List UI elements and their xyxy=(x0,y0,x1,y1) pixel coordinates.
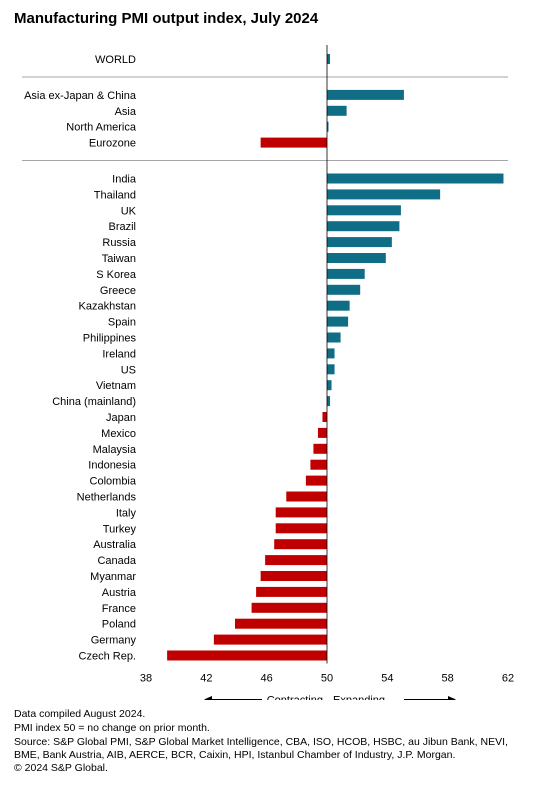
category-label: Germany xyxy=(91,635,137,647)
pmi-bar-chart: WORLD Asia ex-Japan & China Asia North Amer… xyxy=(22,45,514,701)
category-label: Asia ex-Japan & China xyxy=(24,90,137,102)
bar-china-mainland- xyxy=(327,396,331,407)
bar-india xyxy=(327,173,504,184)
footnote-pmi-definition: PMI index 50 = no change on prior month. xyxy=(14,722,210,734)
category-label: Spain xyxy=(108,317,136,329)
category-label: Ireland xyxy=(102,348,136,360)
contracting-arrowhead xyxy=(204,696,212,700)
bar-philippines xyxy=(327,332,341,343)
category-label: Turkey xyxy=(103,523,137,535)
expanding-label: Expanding xyxy=(333,695,385,701)
bar-uk xyxy=(327,205,401,216)
bar-canada xyxy=(265,555,327,566)
category-label: Kazakhstan xyxy=(79,301,136,313)
expanding-arrowhead xyxy=(448,696,456,700)
category-label: Indonesia xyxy=(88,460,137,472)
bar-austria xyxy=(256,586,327,597)
bar-north-america xyxy=(327,121,329,132)
bar-thailand xyxy=(327,189,441,200)
footnote-compiled: Data compiled August 2024. xyxy=(14,708,146,720)
x-tick-label: 54 xyxy=(381,673,393,685)
bar-world xyxy=(327,54,331,64)
bar-germany xyxy=(213,634,327,645)
bar-asia-ex-japan-china xyxy=(327,89,404,100)
category-label: Greece xyxy=(100,285,136,297)
bar-malaysia xyxy=(313,443,327,454)
category-label: Italy xyxy=(116,507,137,519)
category-label: Asia xyxy=(115,106,137,118)
category-label: S Korea xyxy=(96,269,137,281)
bar-myanmar xyxy=(260,571,327,581)
category-label: WORLD xyxy=(95,54,136,66)
category-label: Colombia xyxy=(90,476,137,488)
bar-turkey xyxy=(275,523,327,534)
bar-japan xyxy=(322,412,327,422)
bar-taiwan xyxy=(327,253,386,263)
category-label: Mexico xyxy=(101,428,136,440)
category-label: Japan xyxy=(106,412,136,424)
footnote-copyright: © 2024 S&P Global. xyxy=(14,762,108,774)
bar-spain xyxy=(327,316,349,327)
category-label: Canada xyxy=(97,555,136,567)
category-label: US xyxy=(121,364,136,376)
bar-asia xyxy=(327,105,347,116)
category-label: UK xyxy=(121,205,137,217)
bar-kazakhstan xyxy=(327,300,350,311)
bar-ireland xyxy=(327,348,335,359)
bar-france xyxy=(251,602,327,613)
bar-russia xyxy=(327,237,392,248)
category-label: Netherlands xyxy=(77,492,137,504)
bar-czech-rep- xyxy=(167,650,327,661)
bar-greece xyxy=(327,284,361,295)
bar-brazil xyxy=(327,221,400,232)
category-label: North America xyxy=(66,122,137,134)
category-label: India xyxy=(112,174,137,186)
category-label: Vietnam xyxy=(96,380,136,392)
category-label: France xyxy=(102,603,136,615)
category-label: Philippines xyxy=(83,333,137,345)
x-tick-label: 38 xyxy=(140,673,152,685)
category-label: Russia xyxy=(102,237,137,249)
category-label: Czech Rep. xyxy=(79,651,136,663)
category-label: Myanmar xyxy=(90,571,136,583)
contracting-label: Contracting xyxy=(267,695,323,701)
category-label: China (mainland) xyxy=(52,396,136,408)
category-label: Taiwan xyxy=(102,253,136,265)
category-label: Brazil xyxy=(108,221,136,233)
category-label: Eurozone xyxy=(89,138,136,150)
bar-netherlands xyxy=(286,491,327,502)
bar-mexico xyxy=(317,427,327,438)
bar-colombia xyxy=(305,475,327,486)
bar-australia xyxy=(274,539,327,550)
x-tick-label: 50 xyxy=(321,673,333,685)
bar-us xyxy=(327,364,335,375)
x-tick-label: 46 xyxy=(261,673,273,685)
x-tick-label: 62 xyxy=(502,673,514,685)
chart-title: Manufacturing PMI output index, July 202… xyxy=(14,10,319,27)
bar-eurozone xyxy=(260,137,327,148)
x-tick-label: 58 xyxy=(442,673,454,685)
category-label: Australia xyxy=(93,539,137,551)
footnote-source: Source: S&P Global PMI, S&P Global Marke… xyxy=(14,736,508,761)
category-label: Poland xyxy=(102,619,136,631)
bar-s-korea xyxy=(327,268,365,279)
category-label: Malaysia xyxy=(93,444,137,456)
x-tick-label: 42 xyxy=(200,673,212,685)
bar-italy xyxy=(275,507,327,518)
category-label: Austria xyxy=(102,587,137,599)
bar-poland xyxy=(234,618,327,629)
bar-indonesia xyxy=(310,459,327,470)
category-label: Thailand xyxy=(94,189,136,201)
bar-vietnam xyxy=(327,380,332,391)
